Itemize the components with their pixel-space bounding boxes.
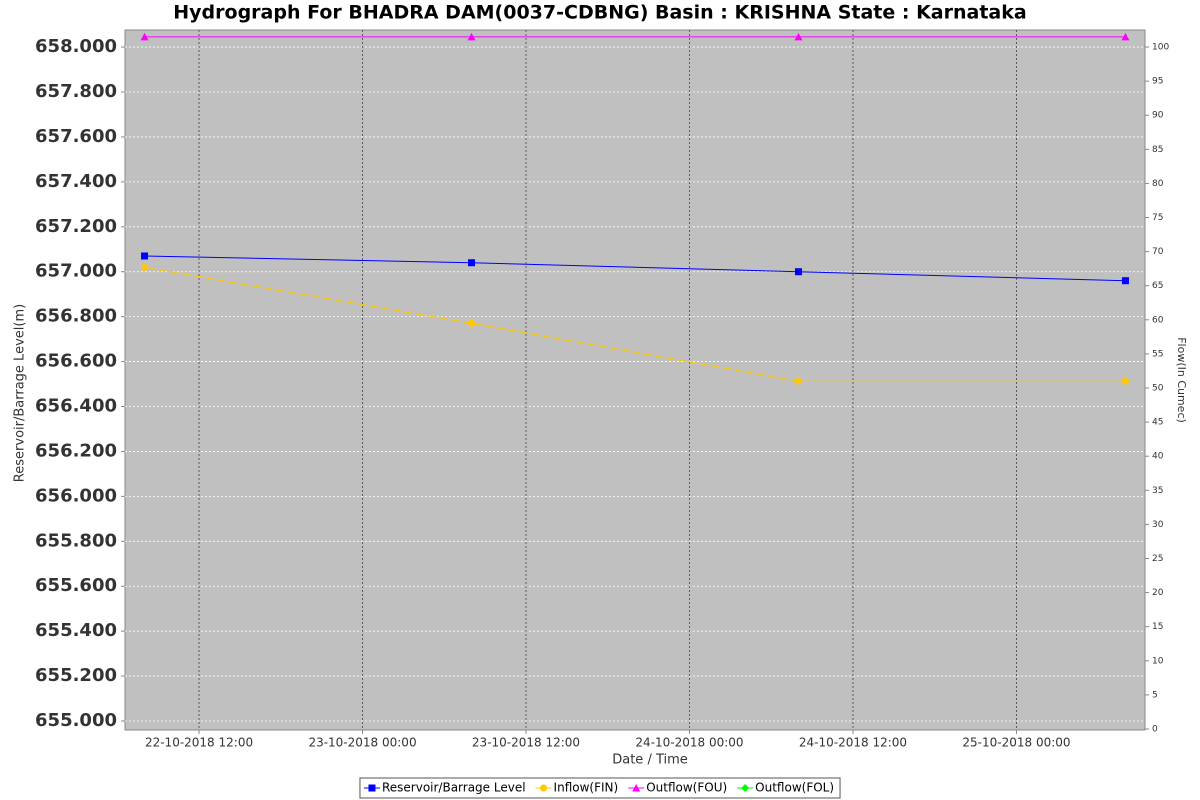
y2-tick-label: 15 [1152,622,1163,632]
x-axis-label: Date / Time [612,753,688,768]
y2-tick-label: 55 [1152,349,1163,359]
plot-area [124,29,1146,731]
y2-tick-label: 75 [1152,213,1163,223]
y-tick-label: 655.200 [35,665,117,686]
marker [1121,32,1130,41]
legend-label: Outflow(FOL) [755,781,834,795]
y2-tick-label: 35 [1152,486,1163,496]
y-tick-label: 656.800 [35,306,117,327]
marker [794,32,803,41]
y2-tick-label: 0 [1152,724,1158,734]
legend-label: Inflow(FIN) [554,781,619,795]
marker [141,263,149,271]
y-tick-label: 658.000 [35,36,117,57]
legend: Reservoir/Barrage Level Inflow(FIN) Outflo… [359,777,841,799]
x-tick-label: 25-10-2018 00:00 [962,736,1070,750]
y2-tick-label: 25 [1152,554,1163,564]
legend-item: Inflow(FIN) [535,781,619,795]
marker [632,784,641,792]
y-tick-label: 656.400 [35,396,117,417]
y-tick-label: 656.200 [35,440,117,461]
x-tick-label: 22-10-2018 12:00 [145,736,253,750]
y-tick-label: 655.400 [35,620,117,641]
marker [794,268,802,276]
legend-item: Outflow(FOL) [737,781,834,795]
chart-title: Hydrograph For BHADRA DAM(0037-CDBNG) Ba… [173,2,1026,24]
y2-tick-label: 70 [1152,247,1164,257]
y-tick-label: 655.600 [35,575,117,596]
y2-tick-label: 80 [1152,179,1164,189]
marker [468,319,476,327]
y2-tick-label: 45 [1152,418,1163,428]
y-tick-label: 657.600 [35,126,117,147]
series-line [144,255,1126,282]
y-axis-label: Reservoir/Barrage Level(m) [13,304,28,482]
x-tick-label: 24-10-2018 12:00 [799,736,907,750]
y2-tick-label: 5 [1152,690,1158,700]
y-tick-label: 657.400 [35,171,117,192]
marker [467,32,476,41]
legend-item: Reservoir/Barrage Level [363,781,526,795]
y-tick-label: 657.800 [35,81,117,102]
marker [741,784,750,792]
y2-tick-label: 95 [1152,77,1163,87]
y2-tick-label: 85 [1152,145,1163,155]
y-tick-label: 656.600 [35,351,117,372]
y2-tick-label: 10 [1152,656,1164,666]
y2-tick-label: 50 [1152,384,1164,394]
y-tick-label: 655.800 [35,530,117,551]
y2-tick-label: 90 [1152,111,1164,121]
marker [794,377,802,385]
x-tick-label: 24-10-2018 00:00 [635,736,743,750]
marker [141,252,149,260]
legend-box [359,777,841,799]
x-tick-label: 23-10-2018 00:00 [308,736,416,750]
series-line [144,266,1126,382]
y2-tick-label: 60 [1152,315,1164,325]
y-tick-label: 655.000 [35,710,117,731]
y2-axis-label: Flow(In Cumec) [1175,337,1188,423]
y2-tick-label: 20 [1152,588,1164,598]
marker [1121,277,1129,285]
y-tick-label: 657.200 [35,216,117,237]
y2-tick-label: 40 [1152,452,1164,462]
y2-tick-label: 100 [1152,43,1169,53]
y-tick-label: 656.000 [35,485,117,506]
y2-tick-label: 65 [1152,281,1163,291]
marker [368,784,376,792]
marker [1121,377,1129,385]
y2-tick-label: 30 [1152,520,1164,530]
marker [540,784,548,792]
legend-label: Outflow(FOU) [646,781,727,795]
y-tick-label: 657.000 [35,261,117,282]
legend-label: Reservoir/Barrage Level [382,781,526,795]
marker [140,32,149,41]
x-tick-label: 23-10-2018 12:00 [472,736,580,750]
marker [468,259,476,267]
legend-item: Outflow(FOU) [628,781,727,795]
